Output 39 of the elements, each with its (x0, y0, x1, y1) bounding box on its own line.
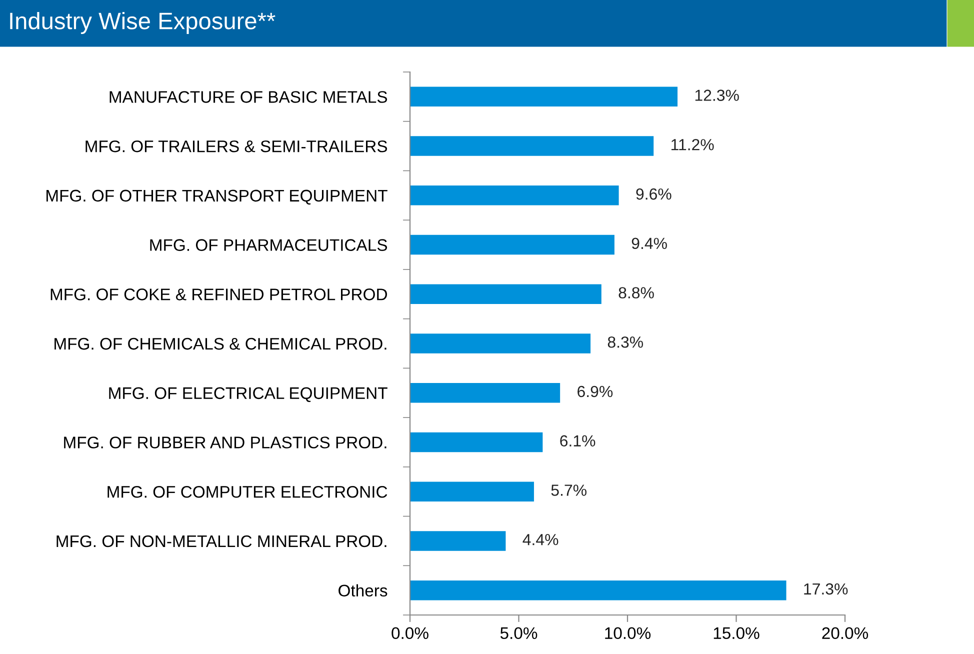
bar (410, 432, 543, 452)
x-tick-label: 5.0% (500, 627, 538, 640)
bar (410, 186, 619, 206)
y-tick-label: MFG. OF ELECTRICAL EQUIPMENT (109, 387, 388, 402)
y-tick-label: MFG. OF CHEMICALS & CHEMICAL PROD. (54, 338, 386, 350)
bar (410, 86, 678, 107)
bar (410, 284, 602, 304)
x-tick-label: 0.0% (392, 627, 428, 640)
data-label: 5.7% (551, 484, 586, 496)
data-label: 11.2% (671, 139, 714, 150)
bar (410, 482, 534, 502)
data-label: 9.6% (636, 188, 672, 200)
x-tick-label: 10.0% (605, 627, 651, 640)
bar (410, 580, 786, 600)
y-tick-label: MFG. OF TRAILERS & SEMI-TRAILERS (86, 140, 388, 152)
bar (410, 234, 614, 255)
bar (410, 382, 560, 403)
data-label: 17.3% (804, 583, 848, 595)
y-tick-label: MFG. OF COKE & REFINED PETROL PROD (50, 288, 387, 300)
data-label: 6.9% (578, 386, 613, 398)
text: Industry Wise Exposure** (10, 12, 276, 34)
y-tick-label: MANUFACTURE OF BASIC METALS (110, 91, 388, 103)
x-tick-label: 15.0% (714, 627, 760, 640)
bar (410, 334, 591, 354)
data-label: 12.3% (695, 90, 739, 101)
y-tick-label: MFG. OF OTHER TRANSPORT EQUIPMENT (46, 190, 388, 205)
x-tick-label: 20.0% (822, 627, 868, 640)
y-tick-label: MFG. OF PHARMACEUTICALS (150, 239, 388, 251)
y-tick-label: MFG. OF NON-METALLIC MINERAL PROD. (56, 535, 386, 548)
data-label: 8.3% (608, 336, 644, 348)
y-tick-label: MFG. OF COMPUTER ELECTRONIC (108, 486, 388, 498)
data-label: 4.4% (522, 534, 558, 546)
bar (410, 531, 506, 551)
y-tick-label: MFG. OF RUBBER AND PLASTICS PROD. (64, 436, 386, 448)
data-label: 6.1% (560, 435, 596, 447)
bar (410, 136, 654, 156)
data-label: 8.8% (618, 287, 654, 298)
data-label: 9.4% (632, 238, 667, 250)
y-tick-label: Others (338, 584, 388, 597)
